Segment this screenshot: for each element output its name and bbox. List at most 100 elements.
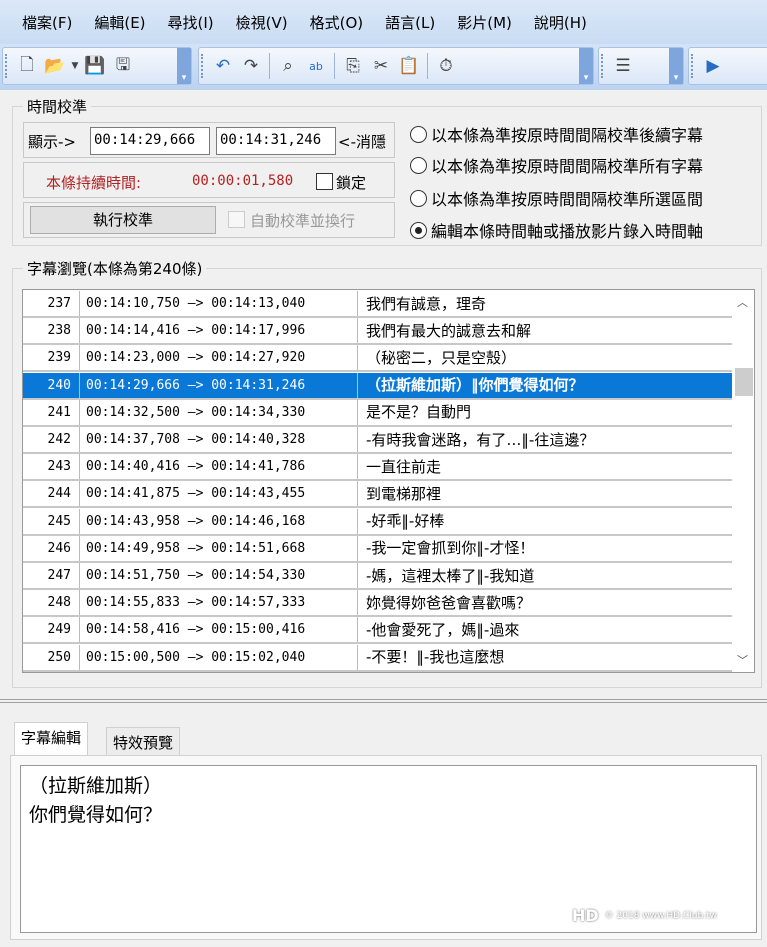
row-subtitle: -我一定會抓到你‖-才怪！ xyxy=(366,539,535,558)
table-row[interactable]: 239 00:14:23,000 —> 00:14:27,920 （秘密二，只是空殼… xyxy=(23,345,733,373)
watermark: HD © 2018 www.HD.Club.tw xyxy=(572,906,717,925)
scroll-up-icon[interactable]: ︿ xyxy=(737,296,748,309)
row-number: 237 xyxy=(23,291,80,316)
table-row[interactable]: 246 00:14:49,958 —> 00:14:51,668 -我一定會抓到你‖… xyxy=(23,535,733,563)
menu-bar: 檔案(F) 編輯(E) 尋找(I) 檢視(V) 格式(O) 語言(L) 影片(M… xyxy=(0,0,767,44)
toolbar-overflow-button[interactable]: ▾ xyxy=(579,48,593,84)
new-file-icon[interactable]: 🗋 xyxy=(20,54,34,75)
row-subtitle: 妳覺得妳爸爸會喜歡嗎？ xyxy=(366,593,532,612)
subtitle-list[interactable]: 237 00:14:10,750 —> 00:14:13,040 我們有誠意，理奇 2… xyxy=(22,289,755,673)
table-row[interactable]: 237 00:14:10,750 —> 00:14:13,040 我們有誠意，理奇 xyxy=(23,291,733,318)
row-subtitle: 一直往前走 xyxy=(366,457,442,476)
table-row[interactable]: 250 00:15:00,500 —> 00:15:02,040 -不要！‖-我也這… xyxy=(23,644,733,672)
table-row[interactable]: 244 00:14:41,875 —> 00:14:43,455 到電梯那裡 xyxy=(23,481,733,509)
timer-icon[interactable]: ⏱ xyxy=(439,56,453,76)
row-timecode: 00:14:51,750 —> 00:14:54,330 xyxy=(80,563,358,588)
lock-checkbox[interactable] xyxy=(316,173,333,190)
open-folder-icon[interactable]: 📂 xyxy=(44,56,66,76)
replace-icon[interactable]: ab xyxy=(309,59,323,73)
toolbar-overflow-button[interactable]: ▾ xyxy=(669,48,683,84)
row-timecode: 00:14:14,416 —> 00:14:17,996 xyxy=(80,318,358,344)
toolbar-overflow-button[interactable]: ▾ xyxy=(177,48,191,84)
table-row[interactable]: 249 00:14:58,416 —> 00:15:00,416 -他會愛死了，媽‖… xyxy=(23,617,733,645)
browse-group-title: 字幕瀏覽(本條為第240條) xyxy=(27,260,203,278)
auto-calibrate-checkbox[interactable] xyxy=(228,211,245,228)
table-row[interactable]: 241 00:14:32,500 —> 00:14:34,330 是不是？自動門 xyxy=(23,399,733,427)
paste-icon[interactable]: 📋 xyxy=(398,56,420,76)
radio-icon xyxy=(410,125,427,143)
row-subtitle: -媽，這裡太棒了‖-我知道 xyxy=(366,566,535,585)
menu-edit[interactable]: 編輯(E) xyxy=(94,13,146,32)
show-label: 顯示-> xyxy=(28,133,76,151)
toolbar: 🗋 📂 ▼ 💾 🖫 ▾ ↶ ↷ ⌕ ab ⎘ ✂ 📋 ⏱ ▾ ☰ ▾ ▶ xyxy=(0,44,767,90)
row-subtitle: -不要！‖-我也這麼想 xyxy=(366,648,505,667)
vertical-scrollbar[interactable]: ︿ ﹀ xyxy=(732,290,754,672)
dropdown-arrow-icon[interactable]: ▼ xyxy=(71,61,79,71)
align-icon[interactable]: ☰ xyxy=(615,56,631,76)
row-number: 245 xyxy=(23,508,80,534)
row-number: 242 xyxy=(23,427,80,452)
save-icon[interactable]: 💾 xyxy=(84,56,106,76)
find-icon[interactable]: ⌕ xyxy=(283,56,293,76)
row-number: 247 xyxy=(23,563,80,588)
row-subtitle: 我們有最大的誠意去和解 xyxy=(366,321,532,340)
undo-icon[interactable]: ↶ xyxy=(215,56,231,76)
row-timecode: 00:14:29,666 —> 00:14:31,246 xyxy=(80,372,358,398)
table-row[interactable]: 240 00:14:29,666 —> 00:14:31,246 （拉斯維加斯）‖你… xyxy=(23,372,733,400)
run-calibration-button[interactable]: 執行校準 xyxy=(30,206,216,234)
cut-icon[interactable]: ✂ xyxy=(373,56,389,76)
toolbar-align-group: ☰ ▾ xyxy=(598,47,684,85)
menu-format[interactable]: 格式(O) xyxy=(309,13,364,32)
row-timecode: 00:14:23,000 —> 00:14:27,920 xyxy=(80,345,358,371)
row-number: 239 xyxy=(23,345,80,371)
row-subtitle: 是不是？自動門 xyxy=(366,403,472,422)
scrollbar-thumb[interactable] xyxy=(735,368,753,396)
menu-view[interactable]: 檢視(V) xyxy=(235,13,288,32)
option-edit-timeline[interactable]: 編輯本條時間軸或播放影片錄入時間軸 xyxy=(410,218,703,242)
table-row[interactable]: 238 00:14:14,416 —> 00:14:17,996 我們有最大的誠意去… xyxy=(23,318,733,346)
option-label: 編輯本條時間軸或播放影片錄入時間軸 xyxy=(431,222,704,241)
option-calibrate-all[interactable]: 以本條為準按原時間間隔校準所有字幕 xyxy=(410,153,703,177)
radio-icon xyxy=(410,189,427,207)
lock-label: 鎖定 xyxy=(336,174,367,192)
splitter[interactable] xyxy=(0,699,767,703)
tab-subtitle-edit[interactable]: 字幕編輯 xyxy=(14,722,89,756)
toolbar-edit-group: ↶ ↷ ⌕ ab ⎘ ✂ 📋 ⏱ ▾ xyxy=(198,47,594,85)
play-icon[interactable]: ▶ xyxy=(706,56,720,76)
row-subtitle: （拉斯維加斯）‖你們覺得如何？ xyxy=(366,376,584,395)
redo-icon[interactable]: ↷ xyxy=(243,56,259,76)
menu-file[interactable]: 檔案(F) xyxy=(22,13,73,32)
auto-calibrate-label: 自動校準並換行 xyxy=(250,212,356,230)
tab-effect-preview[interactable]: 特效預覽 xyxy=(106,727,181,756)
scroll-down-icon[interactable]: ﹀ xyxy=(737,654,748,667)
menu-help[interactable]: 說明(H) xyxy=(533,13,587,32)
row-timecode: 00:14:37,708 —> 00:14:40,328 xyxy=(80,427,358,452)
timing-group: 時間校準 xyxy=(12,96,762,246)
copy-icon[interactable]: ⎘ xyxy=(346,56,360,76)
table-row[interactable]: 247 00:14:51,750 —> 00:14:54,330 -媽，這裡太棒了‖… xyxy=(23,563,733,590)
option-label: 以本條為準按原時間間隔校準後續字幕 xyxy=(431,126,704,145)
table-row[interactable]: 243 00:14:40,416 —> 00:14:41,786 一直往前走 xyxy=(23,454,733,482)
row-number: 246 xyxy=(23,535,80,561)
table-row[interactable]: 248 00:14:55,833 —> 00:14:57,333 妳覺得妳爸爸會喜歡… xyxy=(23,590,733,618)
menu-language[interactable]: 語言(L) xyxy=(385,13,436,32)
end-time-input[interactable]: 00:14:31,246 xyxy=(216,127,336,155)
option-calibrate-following[interactable]: 以本條為準按原時間間隔校準後續字幕 xyxy=(410,122,703,146)
subtitle-text-editor[interactable]: （拉斯維加斯） 你們覺得如何？ xyxy=(20,765,757,933)
timing-group-title: 時間校準 xyxy=(27,98,88,116)
menu-video[interactable]: 影片(M) xyxy=(457,13,512,32)
save-as-icon[interactable]: 🖫 xyxy=(115,54,131,75)
table-row[interactable]: 242 00:14:37,708 —> 00:14:40,328 -有時我會迷路，有… xyxy=(23,427,733,454)
table-row[interactable]: 245 00:14:43,958 —> 00:14:46,168 -好乖‖-好棒 xyxy=(23,508,733,536)
duration-label: 本條持續時間: xyxy=(46,174,142,192)
start-time-input[interactable]: 00:14:29,666 xyxy=(90,127,210,155)
option-calibrate-selected[interactable]: 以本條為準按原時間間隔校準所選區間 xyxy=(410,186,703,210)
row-timecode: 00:14:10,750 —> 00:14:13,040 xyxy=(80,291,358,316)
row-number: 250 xyxy=(23,644,80,670)
menu-find[interactable]: 尋找(I) xyxy=(167,13,214,32)
row-number: 241 xyxy=(23,399,80,425)
row-timecode: 00:14:58,416 —> 00:15:00,416 xyxy=(80,617,358,643)
row-number: 248 xyxy=(23,590,80,616)
row-number: 249 xyxy=(23,617,80,643)
row-timecode: 00:14:32,500 —> 00:14:34,330 xyxy=(80,399,358,425)
